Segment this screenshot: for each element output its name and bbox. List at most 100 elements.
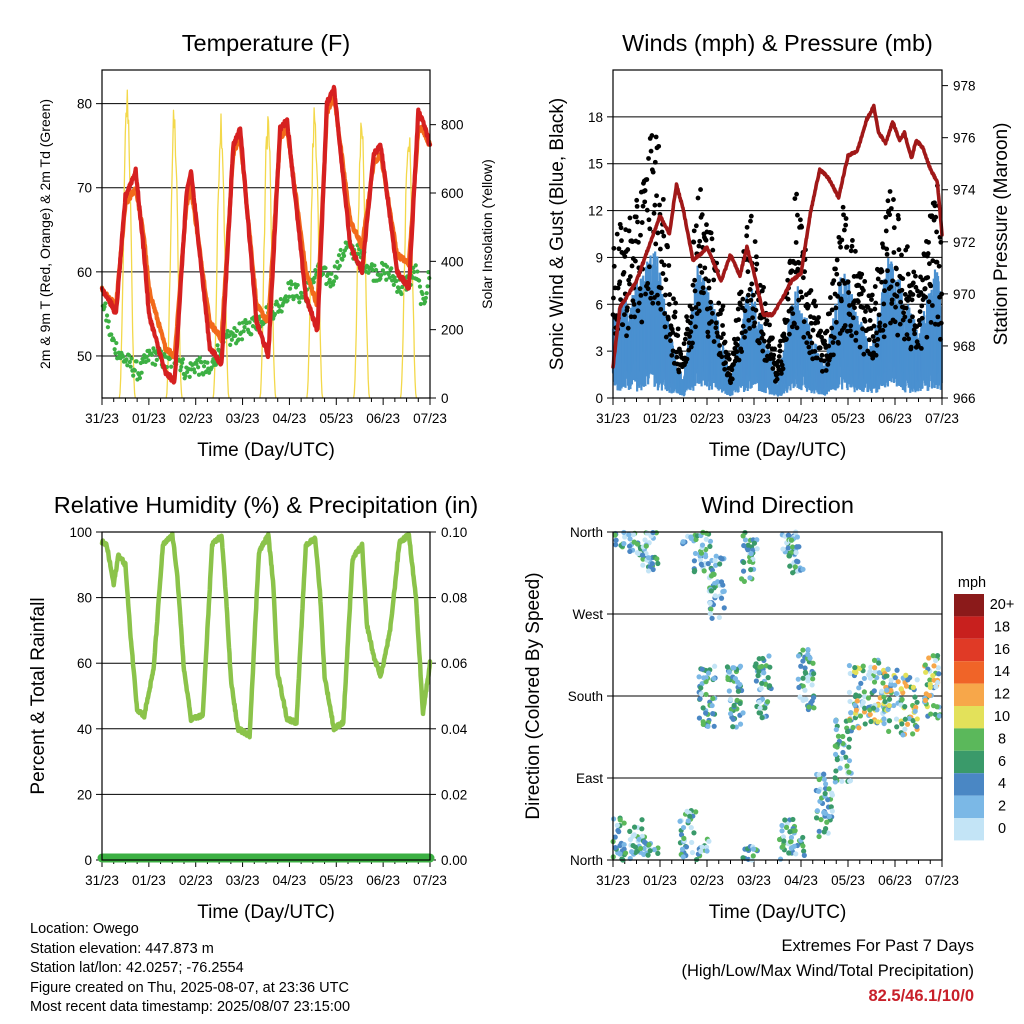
y-tick-label: 50 bbox=[77, 349, 92, 364]
direction-point bbox=[910, 731, 916, 737]
direction-point bbox=[698, 685, 704, 691]
gust-point bbox=[776, 354, 782, 359]
direction-point bbox=[779, 822, 785, 829]
dewpoint-point bbox=[131, 373, 136, 378]
direction-point bbox=[821, 809, 827, 816]
gust-point bbox=[896, 247, 902, 253]
elevation-text: Station elevation: 447.873 m bbox=[30, 940, 214, 957]
gust-point bbox=[807, 334, 813, 340]
direction-point bbox=[788, 537, 795, 543]
gust-point bbox=[796, 260, 802, 266]
direction-point bbox=[936, 713, 943, 719]
direction-point bbox=[641, 851, 647, 857]
dewpoint-point bbox=[129, 356, 134, 361]
gust-point bbox=[668, 338, 673, 344]
legend-label: 10 bbox=[994, 709, 1010, 725]
gust-point bbox=[853, 330, 859, 336]
dewpoint-point bbox=[335, 259, 340, 264]
legend-label: 4 bbox=[998, 776, 1006, 792]
gust-point bbox=[745, 269, 751, 275]
x-tick-label: 05/23 bbox=[319, 873, 353, 888]
legend-swatch-4 bbox=[954, 773, 984, 796]
dewpoint-point bbox=[370, 267, 375, 273]
gust-point bbox=[935, 314, 941, 320]
direction-point bbox=[696, 674, 702, 680]
direction-point bbox=[699, 844, 705, 850]
y-tick-label: East bbox=[576, 771, 603, 786]
legend-swatch-8 bbox=[954, 728, 984, 751]
solar-insolation-curve bbox=[352, 122, 371, 399]
gust-point bbox=[753, 307, 759, 313]
legend-label: 0 bbox=[998, 821, 1006, 837]
gust-point bbox=[696, 301, 701, 307]
direction-point bbox=[886, 728, 892, 735]
gust-point bbox=[928, 283, 934, 289]
dewpoint-point bbox=[134, 359, 139, 364]
gust-point bbox=[846, 290, 852, 295]
gust-point bbox=[764, 358, 769, 363]
direction-point bbox=[872, 665, 878, 671]
direction-point bbox=[891, 702, 897, 709]
gust-point bbox=[887, 212, 893, 218]
direction-point bbox=[681, 835, 687, 841]
gust-point bbox=[798, 289, 804, 295]
gust-point bbox=[628, 314, 634, 320]
legend-swatch-10 bbox=[954, 706, 984, 729]
gust-point bbox=[839, 237, 845, 243]
dewpoint-point bbox=[285, 298, 290, 303]
direction-point bbox=[692, 550, 699, 557]
legend-swatch-12 bbox=[954, 683, 984, 706]
x-tick-label: 06/23 bbox=[878, 873, 912, 888]
gust-point bbox=[742, 334, 747, 340]
dewpoint-point bbox=[374, 267, 379, 273]
x-tick-label: 07/23 bbox=[925, 411, 959, 426]
solar-insolation-curve bbox=[306, 107, 324, 399]
y2-tick-label: 974 bbox=[953, 183, 976, 198]
gust-point bbox=[697, 238, 703, 244]
gust-point bbox=[902, 314, 908, 320]
gust-point bbox=[858, 291, 864, 297]
y2-tick-label: 968 bbox=[953, 339, 976, 354]
direction-point bbox=[857, 713, 864, 719]
direction-point bbox=[617, 851, 623, 857]
direction-point bbox=[825, 797, 831, 803]
gust-point bbox=[909, 297, 915, 303]
dewpoint-point bbox=[109, 332, 114, 337]
gust-point bbox=[903, 305, 909, 311]
extremes-box: Extremes For Past 7 Days (High/Low/Max W… bbox=[681, 934, 974, 1009]
direction-point bbox=[691, 558, 698, 564]
direction-point bbox=[833, 718, 839, 724]
direction-point bbox=[913, 704, 919, 710]
gust-point bbox=[729, 367, 735, 373]
gust-point bbox=[659, 229, 665, 235]
gust-point bbox=[747, 287, 753, 292]
direction-point bbox=[738, 576, 745, 582]
gust-point bbox=[905, 271, 911, 277]
direction-point bbox=[626, 543, 633, 549]
gust-point bbox=[852, 305, 857, 311]
dewpoint-point bbox=[205, 360, 210, 365]
gust-point bbox=[797, 217, 803, 223]
gust-point bbox=[848, 323, 854, 329]
gust-point bbox=[704, 222, 709, 228]
direction-point bbox=[645, 852, 651, 858]
y-tick-label: 80 bbox=[77, 97, 92, 112]
gust-point bbox=[850, 315, 856, 321]
gust-point bbox=[898, 299, 904, 305]
gust-point bbox=[934, 229, 939, 235]
direction-point bbox=[716, 614, 722, 621]
direction-point bbox=[810, 676, 816, 682]
solar-insolation-curve bbox=[399, 137, 418, 399]
gust-point bbox=[675, 326, 681, 332]
direction-point bbox=[881, 720, 887, 727]
gust-point bbox=[792, 321, 797, 327]
direction-point bbox=[868, 718, 874, 725]
direction-point bbox=[787, 563, 793, 569]
gust-point bbox=[818, 328, 824, 334]
direction-point bbox=[643, 543, 649, 549]
dewpoint-point bbox=[279, 309, 284, 314]
direction-point bbox=[821, 829, 827, 835]
direction-point bbox=[801, 852, 807, 858]
dewpoint-point bbox=[425, 284, 430, 289]
gust-point bbox=[770, 335, 775, 341]
